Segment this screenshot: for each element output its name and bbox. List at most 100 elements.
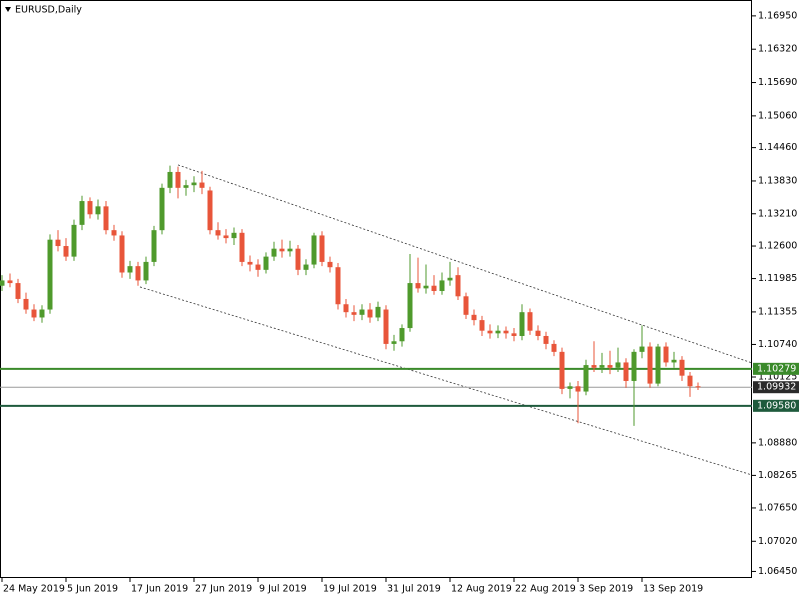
candle-body [311, 235, 317, 265]
menu-arrow [5, 7, 11, 12]
candle-body [351, 312, 357, 315]
candle-body [287, 248, 293, 252]
y-tick-label: 1.10125 [758, 371, 797, 382]
candle-body [31, 309, 37, 318]
candle-body [343, 304, 349, 313]
candle-body [575, 386, 581, 392]
candle-body [391, 341, 397, 344]
candle-body [655, 346, 661, 384]
candle-body [455, 275, 461, 297]
candle-body [503, 330, 509, 334]
candle-body [687, 375, 693, 387]
y-tick-label: 1.08265 [758, 470, 797, 481]
candle-body [567, 386, 573, 389]
candle-body [439, 280, 445, 292]
candle-body [183, 185, 189, 188]
x-tick-label: 22 Aug 2019 [515, 584, 576, 595]
candle-body [63, 246, 69, 257]
candle-body [487, 330, 493, 334]
candle-body [143, 261, 149, 281]
y-tick-label: 1.08880 [758, 437, 797, 448]
candle-body [119, 235, 125, 273]
candle-body [255, 264, 261, 270]
y-tick-label: 1.07020 [758, 536, 797, 547]
candle-body [423, 285, 429, 289]
candle-body [239, 232, 245, 262]
candle-body [95, 206, 101, 215]
chart-title: EURUSD,Daily [15, 5, 82, 16]
candle-body [679, 359, 685, 376]
candle-body [399, 328, 405, 342]
plot-frame [0, 0, 752, 578]
candle-body [71, 224, 77, 257]
y-tick-label: 1.07650 [758, 502, 797, 513]
candle-body [223, 235, 229, 239]
candle-body [231, 232, 237, 239]
x-tick-label: 24 May 2019 [3, 584, 65, 595]
candle-body [175, 171, 181, 188]
candle-body [295, 248, 301, 270]
candle-body [415, 283, 421, 289]
candle-body [695, 386, 701, 388]
candle-body [623, 362, 629, 381]
candle-body [103, 206, 109, 231]
candle-body [407, 283, 413, 329]
candle-body [463, 296, 469, 315]
candle-body [471, 314, 477, 321]
candle-body [303, 264, 309, 270]
candle-body [527, 312, 533, 331]
x-tick-label: 9 Jul 2019 [259, 584, 307, 595]
price-tag-label: 1.09932 [757, 382, 796, 393]
candle-body [55, 239, 61, 247]
candle-body [167, 171, 173, 188]
candle-body [599, 365, 605, 368]
candle-body [663, 346, 669, 363]
candle-body [271, 248, 277, 257]
y-tick-label: 1.15060 [758, 110, 797, 121]
candle-body [583, 365, 589, 392]
y-tick-label: 1.15690 [758, 77, 797, 88]
candle-body [263, 256, 269, 270]
x-tick-label: 13 Sep 2019 [643, 584, 703, 595]
candle-body [639, 346, 645, 352]
candle-body [87, 201, 93, 215]
candle-body [559, 351, 565, 389]
candle-body [159, 187, 165, 231]
x-tick-label: 31 Jul 2019 [387, 584, 441, 595]
candle-body [7, 280, 13, 284]
y-tick-label: 1.10740 [758, 339, 797, 350]
candle-body [375, 306, 381, 318]
candle-body [15, 283, 21, 299]
candle-body [535, 330, 541, 336]
trendline [139, 286, 753, 476]
candle-body [607, 365, 613, 368]
x-tick-label: 17 Jun 2019 [131, 584, 188, 595]
x-tick-label: 5 Jun 2019 [67, 584, 118, 595]
candle-body [431, 285, 437, 292]
candle-body [191, 182, 197, 186]
y-tick-label: 1.13830 [758, 175, 797, 186]
candle-body [551, 343, 557, 352]
candle-body [247, 261, 253, 265]
candle-body [0, 280, 5, 286]
y-tick-label: 1.16950 [758, 10, 797, 21]
y-tick-label: 1.14460 [758, 142, 797, 153]
candle-body [79, 201, 85, 225]
candle-body [319, 235, 325, 262]
y-tick-label: 1.11355 [758, 306, 797, 317]
candle-body [615, 362, 621, 368]
candle-body [279, 248, 285, 252]
x-tick-label: 12 Aug 2019 [451, 584, 512, 595]
x-tick-label: 27 Jun 2019 [195, 584, 252, 595]
candle-body [151, 230, 157, 262]
price-tag [753, 381, 799, 394]
candle-body [327, 261, 333, 268]
candle-body [519, 312, 525, 336]
candle-body [383, 309, 389, 344]
candle-body [495, 330, 501, 334]
y-tick-label: 1.06450 [758, 566, 797, 577]
trendline [177, 164, 753, 364]
x-tick-label: 19 Jul 2019 [323, 584, 377, 595]
